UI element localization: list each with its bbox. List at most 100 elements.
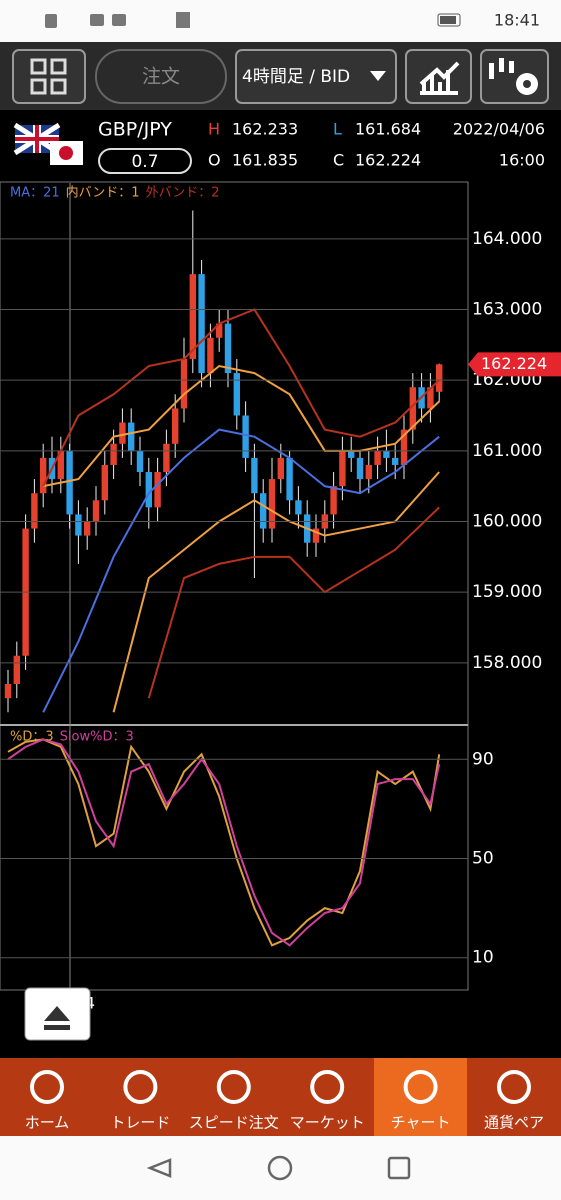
candle-body: [119, 422, 126, 444]
nav-bar: [0, 1058, 561, 1136]
candle-body: [233, 373, 240, 416]
status-icons: [45, 12, 461, 28]
candle-body: [136, 450, 144, 473]
settings-icon: [489, 58, 538, 95]
spread-box: [98, 148, 192, 174]
indicator-line: [43, 364, 440, 488]
candle-body: [163, 443, 170, 473]
back-button[interactable]: [146, 1158, 172, 1178]
order-label: 注文: [142, 66, 180, 88]
candle-body: [40, 457, 47, 494]
spread: 0.7: [131, 152, 158, 172]
nav-icon: [123, 1070, 158, 1104]
close: 162.224: [355, 151, 421, 170]
candle-body: [260, 493, 267, 529]
candle-body: [172, 408, 179, 444]
time: 16:00: [499, 151, 545, 170]
y-tick-label: 50: [472, 849, 494, 869]
candle-body: [383, 450, 390, 458]
status-bar: [0, 0, 561, 42]
nav-label: トレード: [110, 1114, 170, 1132]
indicator-line: [42, 308, 440, 487]
candle-body: [400, 429, 408, 465]
nav-icon: [403, 1070, 438, 1104]
candle-body: [145, 472, 152, 508]
y-tick-label: 161.000: [472, 441, 542, 461]
candle-body: [295, 500, 302, 515]
candle-body: [242, 415, 249, 458]
candle-body: [57, 450, 64, 480]
legend-entry: Slow%D：3: [60, 730, 134, 745]
candle-body: [251, 457, 258, 494]
candle-body: [427, 387, 434, 409]
candle-body: [31, 493, 38, 529]
legend-entry: %D：3: [10, 730, 54, 745]
candle-body: [277, 457, 284, 480]
order-button[interactable]: [95, 49, 227, 104]
flag: [13, 122, 83, 165]
low: 161.684: [355, 120, 421, 139]
candle-body: [365, 464, 372, 480]
date: 2022/04/06: [453, 120, 545, 139]
indicator-line: [7, 738, 441, 947]
clock: 18:41: [494, 11, 540, 30]
y-tick-label: 163.000: [472, 299, 542, 319]
price-plot: [4, 210, 443, 713]
recents-button[interactable]: [387, 1156, 411, 1180]
indicator-line: [147, 506, 440, 699]
nav-icon: [30, 1070, 64, 1104]
candle-body: [436, 364, 443, 392]
high-key: H: [208, 120, 220, 139]
legend-entry: 内バンド：1: [66, 185, 140, 201]
candle-body: [84, 521, 91, 536]
candle-body: [189, 274, 196, 359]
nav-label: 通貨ペア: [484, 1114, 544, 1132]
candle-body: [154, 472, 161, 508]
y-tick-label: 90: [472, 749, 494, 769]
y-tick-label: 160.000: [472, 511, 542, 531]
price-tag: [468, 352, 561, 377]
candle-body: [13, 655, 20, 685]
candle-body: [66, 450, 73, 515]
y-tick-label: 164.000: [472, 229, 542, 249]
candle-body: [110, 443, 117, 465]
nav-icon: [216, 1070, 251, 1104]
candle-body: [180, 358, 188, 409]
y-tick-label: 10: [472, 948, 494, 968]
y-tick-label: 159.000: [472, 582, 542, 602]
timeframe-label: 4時間足 / BID: [242, 67, 350, 87]
plot-frame: [0, 181, 469, 991]
nav-label: チャート: [391, 1114, 451, 1132]
candle-body: [392, 457, 399, 465]
nav-label: スピード注文: [189, 1114, 279, 1132]
nav-icon: [497, 1070, 531, 1104]
candle-body: [339, 450, 346, 487]
close-key: C: [333, 151, 344, 170]
candle-body: [128, 422, 135, 451]
price-tag-label: 162.224: [481, 354, 547, 373]
indicator-button[interactable]: [405, 49, 472, 104]
indicator-line: [112, 471, 440, 713]
chart-icon: [419, 61, 460, 95]
candle-body: [101, 464, 108, 501]
candle-body: [198, 274, 205, 374]
timeframe-button[interactable]: [235, 49, 397, 104]
candle-body: [268, 479, 276, 529]
y-tick-label: 158.000: [472, 653, 542, 673]
dropdown-arrow: [370, 71, 386, 81]
candle-body: [4, 684, 12, 699]
candle-body: [330, 486, 337, 515]
candle-body: [216, 323, 223, 338]
low-key: L: [333, 120, 342, 139]
system-nav: [0, 1136, 561, 1200]
candle-body: [92, 500, 100, 522]
home-button[interactable]: [267, 1155, 293, 1181]
legend-entry: MA：21: [10, 186, 60, 201]
nav-label: ホーム: [25, 1114, 70, 1132]
candle-body: [356, 457, 364, 480]
menu-button[interactable]: [12, 49, 86, 104]
pair: GBP/JPY: [98, 119, 172, 141]
candle-body: [348, 450, 355, 458]
